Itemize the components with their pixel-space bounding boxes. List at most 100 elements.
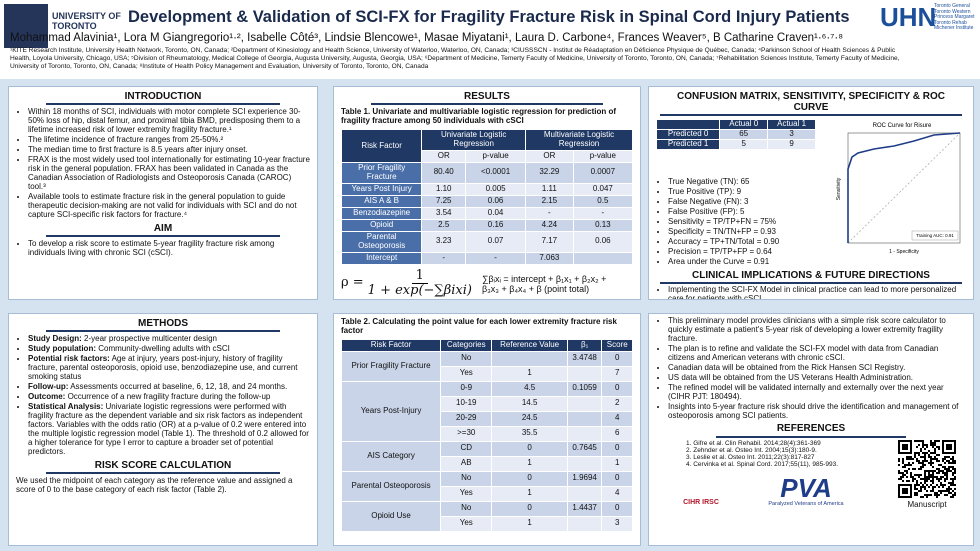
qr-module	[946, 487, 948, 490]
qr-module	[928, 453, 930, 456]
qr-module	[944, 477, 946, 480]
section-heading: CLINICAL IMPLICATIONS & FUTURE DIRECTION…	[660, 270, 962, 284]
qr-module	[926, 477, 928, 480]
qr-module	[932, 487, 934, 490]
qr-module	[938, 463, 940, 466]
table-cell: 1	[491, 455, 568, 472]
subheader-cell: OR	[525, 150, 574, 163]
qr-module	[914, 477, 916, 480]
qr-module	[922, 477, 924, 480]
header-row: Risk Factor Univariate Logistic Regressio…	[340, 129, 633, 163]
table-cell: -	[465, 251, 527, 265]
bullet: Potential risk factors: Age at injury, y…	[28, 354, 310, 382]
qr-module	[926, 469, 928, 472]
confusion-matrix: Actual 0 Actual 1 Predicted 0 65 3 Predicted …	[655, 119, 816, 151]
qr-module	[934, 493, 936, 496]
table-cell: 0.7645	[566, 440, 603, 457]
results-panel: RESULTS Table 1. Univariate and multivar…	[333, 86, 641, 300]
qr-caption: Manuscript	[907, 499, 947, 509]
risk-factor: Years Post-Injury	[340, 380, 442, 442]
risk-factor: Opioid Use	[340, 500, 442, 532]
table-cell: Intercept	[340, 251, 423, 265]
qr-module	[938, 459, 940, 462]
qr-module	[930, 461, 932, 464]
bullet-list: To develop a risk score to estimate 5-ye…	[16, 239, 310, 258]
qr-module	[898, 457, 900, 460]
subheader-cell: p-value	[465, 150, 527, 163]
qr-module	[926, 475, 928, 478]
qr-module	[914, 467, 916, 470]
subheader-cell: OR	[421, 150, 467, 163]
table-row: 10-19 14.5 2	[342, 395, 633, 412]
qr-module	[908, 463, 910, 466]
bullet: Precision = TP/TP+FP = 0.64	[668, 247, 834, 257]
table-cell: 1.11	[525, 182, 574, 196]
section-heading: INTRODUCTION	[46, 91, 280, 106]
risk-factor: Prior Fragility Fracture	[340, 350, 442, 382]
qr-module	[936, 471, 938, 474]
qr-module	[924, 477, 926, 480]
table-cell	[566, 455, 603, 472]
header-cell: Univariate Logistic Regression	[421, 129, 527, 151]
qr-module	[918, 453, 920, 456]
qr-module	[922, 463, 924, 466]
table-title: Table 2. Calculating the point value for…	[341, 317, 617, 335]
qr-module	[944, 483, 946, 486]
qr-module	[938, 493, 940, 496]
qr-module	[924, 447, 926, 450]
qr-module	[926, 483, 928, 486]
qr-module	[954, 477, 956, 480]
qr-module	[934, 443, 936, 446]
qr-module	[952, 471, 954, 474]
qr-module	[912, 475, 914, 478]
table-cell: 0	[601, 350, 633, 367]
header-row: Actual 0 Actual 1	[655, 119, 816, 131]
qr-module	[944, 479, 946, 482]
qr-module	[922, 485, 924, 488]
section-heading: REFERENCES	[716, 423, 906, 438]
sum-formula: ∑βᵢxᵢ = intercept + β₁x₁ + β₂x₂ + β₃x₃ +…	[481, 273, 607, 294]
qr-module	[938, 471, 940, 474]
qr-module	[954, 469, 956, 472]
table-cell: 0	[601, 500, 633, 517]
qr-module	[922, 483, 924, 486]
qr-module	[942, 465, 944, 468]
qr-module	[920, 487, 922, 490]
table-cell: 0.005	[465, 182, 527, 196]
qr-module	[932, 469, 934, 472]
qr-module	[924, 455, 926, 458]
table-cell: 0.06	[572, 230, 634, 253]
pva-name: Paralyzed Veterans of America	[768, 500, 844, 507]
qr-module	[930, 489, 932, 492]
qr-module	[952, 493, 954, 496]
qr-module	[924, 475, 926, 478]
qr-module	[924, 469, 926, 472]
qr-module	[946, 469, 948, 472]
cihr-logo: CIHR IRSC	[683, 499, 719, 507]
bullet: Sensitivity = TP/TP+FN = 75%	[668, 217, 834, 227]
qr-module	[936, 467, 938, 470]
bullet: Available tools to estimate fracture ris…	[28, 192, 310, 220]
roc-legend-box	[911, 231, 959, 241]
qr-module	[932, 475, 934, 478]
qr-module	[900, 475, 902, 478]
qr-module	[952, 459, 954, 462]
qr-module	[918, 459, 920, 462]
qr-module	[948, 487, 950, 490]
qr-module	[934, 441, 936, 444]
qr-module	[928, 493, 930, 496]
qr-module	[920, 477, 922, 480]
qr-module	[922, 465, 924, 468]
qr-module	[934, 449, 936, 452]
bullet: Study Design: 2-year prospective multice…	[28, 334, 310, 344]
uoft-crest	[4, 4, 48, 48]
table-row: Intercept - -7.063	[340, 251, 634, 265]
qr-module	[936, 453, 938, 456]
qr-module	[954, 493, 956, 496]
qr-module	[932, 465, 934, 468]
table2-panel: Table 2. Calculating the point value for…	[333, 313, 641, 546]
qr-module	[950, 483, 952, 486]
roc-curve	[847, 132, 961, 244]
qr-module	[932, 477, 934, 480]
uhn-site: Princess Margaret	[934, 14, 975, 20]
